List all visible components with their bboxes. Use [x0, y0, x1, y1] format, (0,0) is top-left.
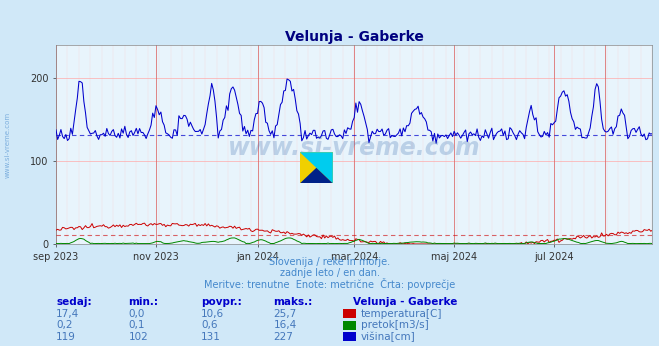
Text: 10,6: 10,6 [201, 309, 224, 319]
Text: 0,0: 0,0 [129, 309, 145, 319]
Text: Velunja - Gaberke: Velunja - Gaberke [353, 297, 457, 307]
Text: Slovenija / reke in morje.: Slovenija / reke in morje. [269, 257, 390, 267]
Text: 16,4: 16,4 [273, 320, 297, 330]
Text: 0,6: 0,6 [201, 320, 217, 330]
Text: 119: 119 [56, 332, 76, 342]
Text: 102: 102 [129, 332, 148, 342]
Polygon shape [300, 168, 333, 183]
Text: 0,2: 0,2 [56, 320, 72, 330]
Text: 0,1: 0,1 [129, 320, 145, 330]
Text: 25,7: 25,7 [273, 309, 297, 319]
Text: Meritve: trenutne  Enote: metrične  Črta: povprečje: Meritve: trenutne Enote: metrične Črta: … [204, 279, 455, 290]
Text: 131: 131 [201, 332, 221, 342]
Text: 17,4: 17,4 [56, 309, 79, 319]
Polygon shape [300, 152, 333, 183]
Text: višina[cm]: višina[cm] [361, 331, 416, 342]
Text: sedaj:: sedaj: [56, 297, 92, 307]
Text: www.si-vreme.com: www.si-vreme.com [5, 112, 11, 179]
Text: maks.:: maks.: [273, 297, 313, 307]
Title: Velunja - Gaberke: Velunja - Gaberke [285, 30, 424, 44]
Text: zadnje leto / en dan.: zadnje leto / en dan. [279, 268, 380, 278]
Text: temperatura[C]: temperatura[C] [361, 309, 443, 319]
Text: www.si-vreme.com: www.si-vreme.com [228, 136, 480, 161]
Text: pretok[m3/s]: pretok[m3/s] [361, 320, 429, 330]
Text: 227: 227 [273, 332, 293, 342]
Text: povpr.:: povpr.: [201, 297, 242, 307]
Text: min.:: min.: [129, 297, 159, 307]
